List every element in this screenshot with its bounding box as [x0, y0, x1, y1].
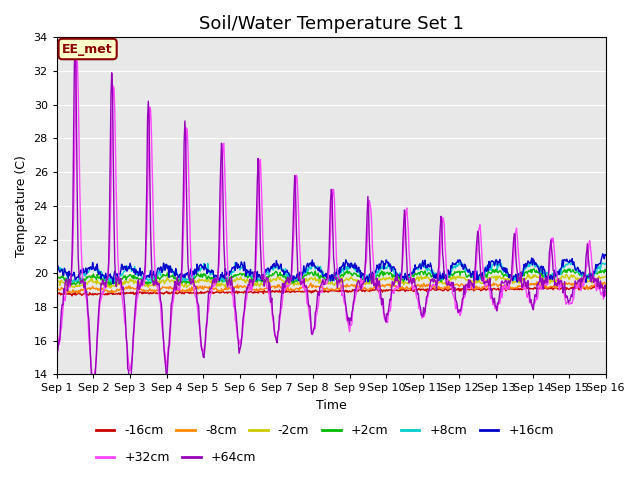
-8cm	[74, 290, 81, 296]
+16cm	[324, 276, 332, 281]
+16cm	[599, 251, 607, 257]
+2cm	[53, 272, 61, 278]
+32cm	[602, 292, 609, 298]
+32cm	[324, 273, 332, 279]
-8cm	[198, 286, 205, 291]
+8cm	[431, 274, 439, 279]
+8cm	[377, 265, 385, 271]
+64cm	[71, 34, 79, 40]
Y-axis label: Temperature (C): Temperature (C)	[15, 155, 28, 257]
+16cm	[431, 272, 439, 277]
Line: -16cm: -16cm	[57, 286, 605, 296]
+2cm	[324, 277, 332, 283]
Title: Soil/Water Temperature Set 1: Soil/Water Temperature Set 1	[199, 15, 464, 33]
-8cm	[602, 281, 609, 287]
+64cm	[198, 348, 206, 354]
-16cm	[579, 283, 586, 289]
Line: +8cm: +8cm	[57, 261, 605, 282]
Line: -8cm: -8cm	[57, 282, 605, 293]
+8cm	[198, 266, 205, 272]
+2cm	[553, 273, 561, 278]
+32cm	[432, 281, 440, 287]
-16cm	[68, 293, 76, 299]
+64cm	[553, 283, 561, 289]
Line: +2cm: +2cm	[57, 269, 605, 285]
+16cm	[552, 273, 560, 279]
+16cm	[109, 281, 117, 287]
-16cm	[602, 285, 609, 291]
+16cm	[174, 275, 182, 280]
+8cm	[602, 261, 609, 266]
+32cm	[378, 297, 385, 303]
-16cm	[377, 288, 385, 293]
-16cm	[53, 290, 61, 296]
+2cm	[602, 268, 609, 274]
+64cm	[602, 285, 609, 291]
-16cm	[431, 287, 439, 293]
+16cm	[602, 252, 609, 258]
+2cm	[174, 279, 182, 285]
+2cm	[431, 274, 439, 279]
+32cm	[53, 329, 61, 335]
+64cm	[90, 398, 97, 404]
-16cm	[552, 285, 560, 291]
+8cm	[553, 269, 561, 275]
+8cm	[324, 276, 332, 282]
+8cm	[174, 273, 182, 279]
+8cm	[69, 279, 77, 285]
-2cm	[53, 278, 61, 284]
+32cm	[90, 381, 97, 387]
Line: +32cm: +32cm	[57, 60, 605, 384]
+32cm	[73, 58, 81, 63]
-2cm	[524, 271, 532, 277]
-2cm	[602, 274, 609, 279]
+8cm	[53, 263, 61, 269]
-8cm	[53, 286, 61, 292]
-16cm	[198, 290, 205, 296]
Line: +16cm: +16cm	[57, 254, 605, 284]
-2cm	[553, 276, 561, 282]
-8cm	[553, 283, 561, 289]
-16cm	[174, 290, 182, 296]
-16cm	[324, 288, 332, 294]
-2cm	[431, 277, 439, 283]
-2cm	[324, 280, 332, 286]
+32cm	[198, 347, 206, 352]
+32cm	[175, 286, 182, 291]
-2cm	[106, 285, 114, 291]
-8cm	[174, 286, 182, 291]
X-axis label: Time: Time	[316, 399, 347, 412]
-8cm	[533, 279, 541, 285]
-2cm	[377, 277, 385, 283]
+64cm	[53, 344, 61, 349]
+64cm	[432, 279, 440, 285]
+64cm	[324, 264, 332, 270]
Line: +64cm: +64cm	[57, 37, 605, 401]
+64cm	[175, 283, 182, 288]
+2cm	[377, 271, 385, 277]
-8cm	[431, 284, 439, 290]
+2cm	[198, 274, 205, 279]
-2cm	[198, 277, 205, 283]
Legend: +32cm, +64cm: +32cm, +64cm	[90, 446, 262, 469]
-2cm	[174, 281, 182, 287]
-8cm	[324, 286, 332, 291]
+16cm	[53, 270, 61, 276]
+16cm	[377, 262, 385, 267]
+2cm	[531, 266, 538, 272]
+2cm	[106, 282, 113, 288]
+8cm	[527, 258, 535, 264]
+16cm	[198, 264, 205, 270]
+64cm	[378, 302, 385, 308]
Line: -2cm: -2cm	[57, 274, 605, 288]
+32cm	[553, 270, 561, 276]
-8cm	[377, 283, 385, 289]
Text: EE_met: EE_met	[62, 43, 113, 56]
